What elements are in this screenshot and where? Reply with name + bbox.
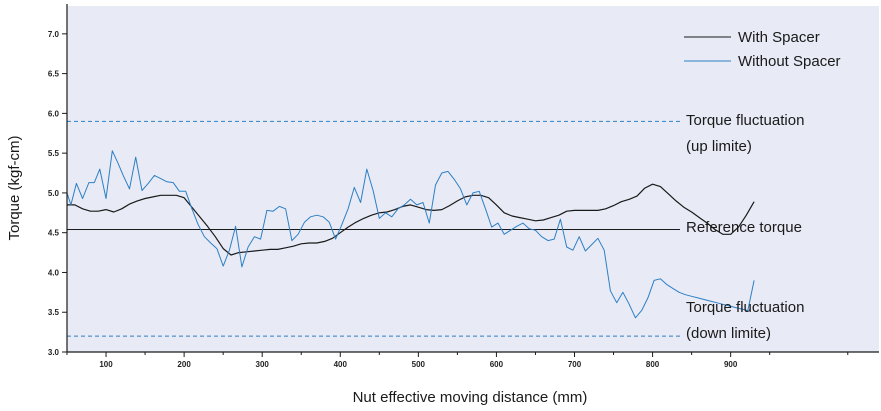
plot-background (67, 6, 879, 352)
x-tick-label: 500 (412, 360, 426, 369)
x-tick-label: 600 (490, 360, 504, 369)
y-tick-label: 3.0 (48, 348, 60, 357)
y-tick-label: 7.0 (48, 30, 60, 39)
lower-limit-label-line2: (down limite) (686, 325, 771, 342)
x-tick-label: 200 (177, 360, 191, 369)
y-axis-title: Torque (kgf-cm) (6, 135, 23, 240)
legend-label-without-spacer: Without Spacer (738, 53, 841, 70)
axes (66, 4, 879, 353)
reference-torque-label: Reference torque (686, 219, 802, 236)
legend-label-with-spacer: With Spacer (738, 29, 820, 46)
y-tick-label: 6.0 (48, 109, 60, 118)
y-tick-label: 5.5 (48, 149, 60, 158)
x-tick-label: 900 (724, 360, 738, 369)
x-tick-label: 300 (256, 360, 270, 369)
x-axis-title: Nut effective moving distance (mm) (353, 389, 588, 406)
x-tick-label: 800 (646, 360, 660, 369)
y-tick-label: 3.5 (48, 308, 60, 317)
tick-layer: 3.0 3.5 4.0 4.5 5.0 5.5 6.0 6.5 7.0 100 200 300 400 5… (48, 30, 849, 369)
series-layer (66, 150, 755, 319)
x-tick-label: 100 (99, 360, 113, 369)
y-tick-label: 4.5 (48, 229, 60, 238)
series-line-with-spacer (67, 183, 755, 256)
legend: With Spacer Without Spacer (684, 29, 841, 70)
y-tick-label: 6.5 (48, 70, 60, 79)
x-tick-label: 700 (568, 360, 582, 369)
reference-lines (67, 120, 680, 337)
upper-limit-label-line1: Torque fluctuation (686, 112, 804, 129)
upper-limit-label-line2: (up limite) (686, 138, 752, 155)
y-tick-label: 5.0 (48, 189, 60, 198)
lower-limit-label-line1: Torque fluctuation (686, 299, 804, 316)
series-line-without-spacer (66, 150, 755, 319)
reference-annotations: Torque fluctuation (up limite) Reference… (686, 112, 804, 342)
y-tick-label: 4.0 (48, 268, 60, 277)
x-tick-label: 400 (334, 360, 348, 369)
